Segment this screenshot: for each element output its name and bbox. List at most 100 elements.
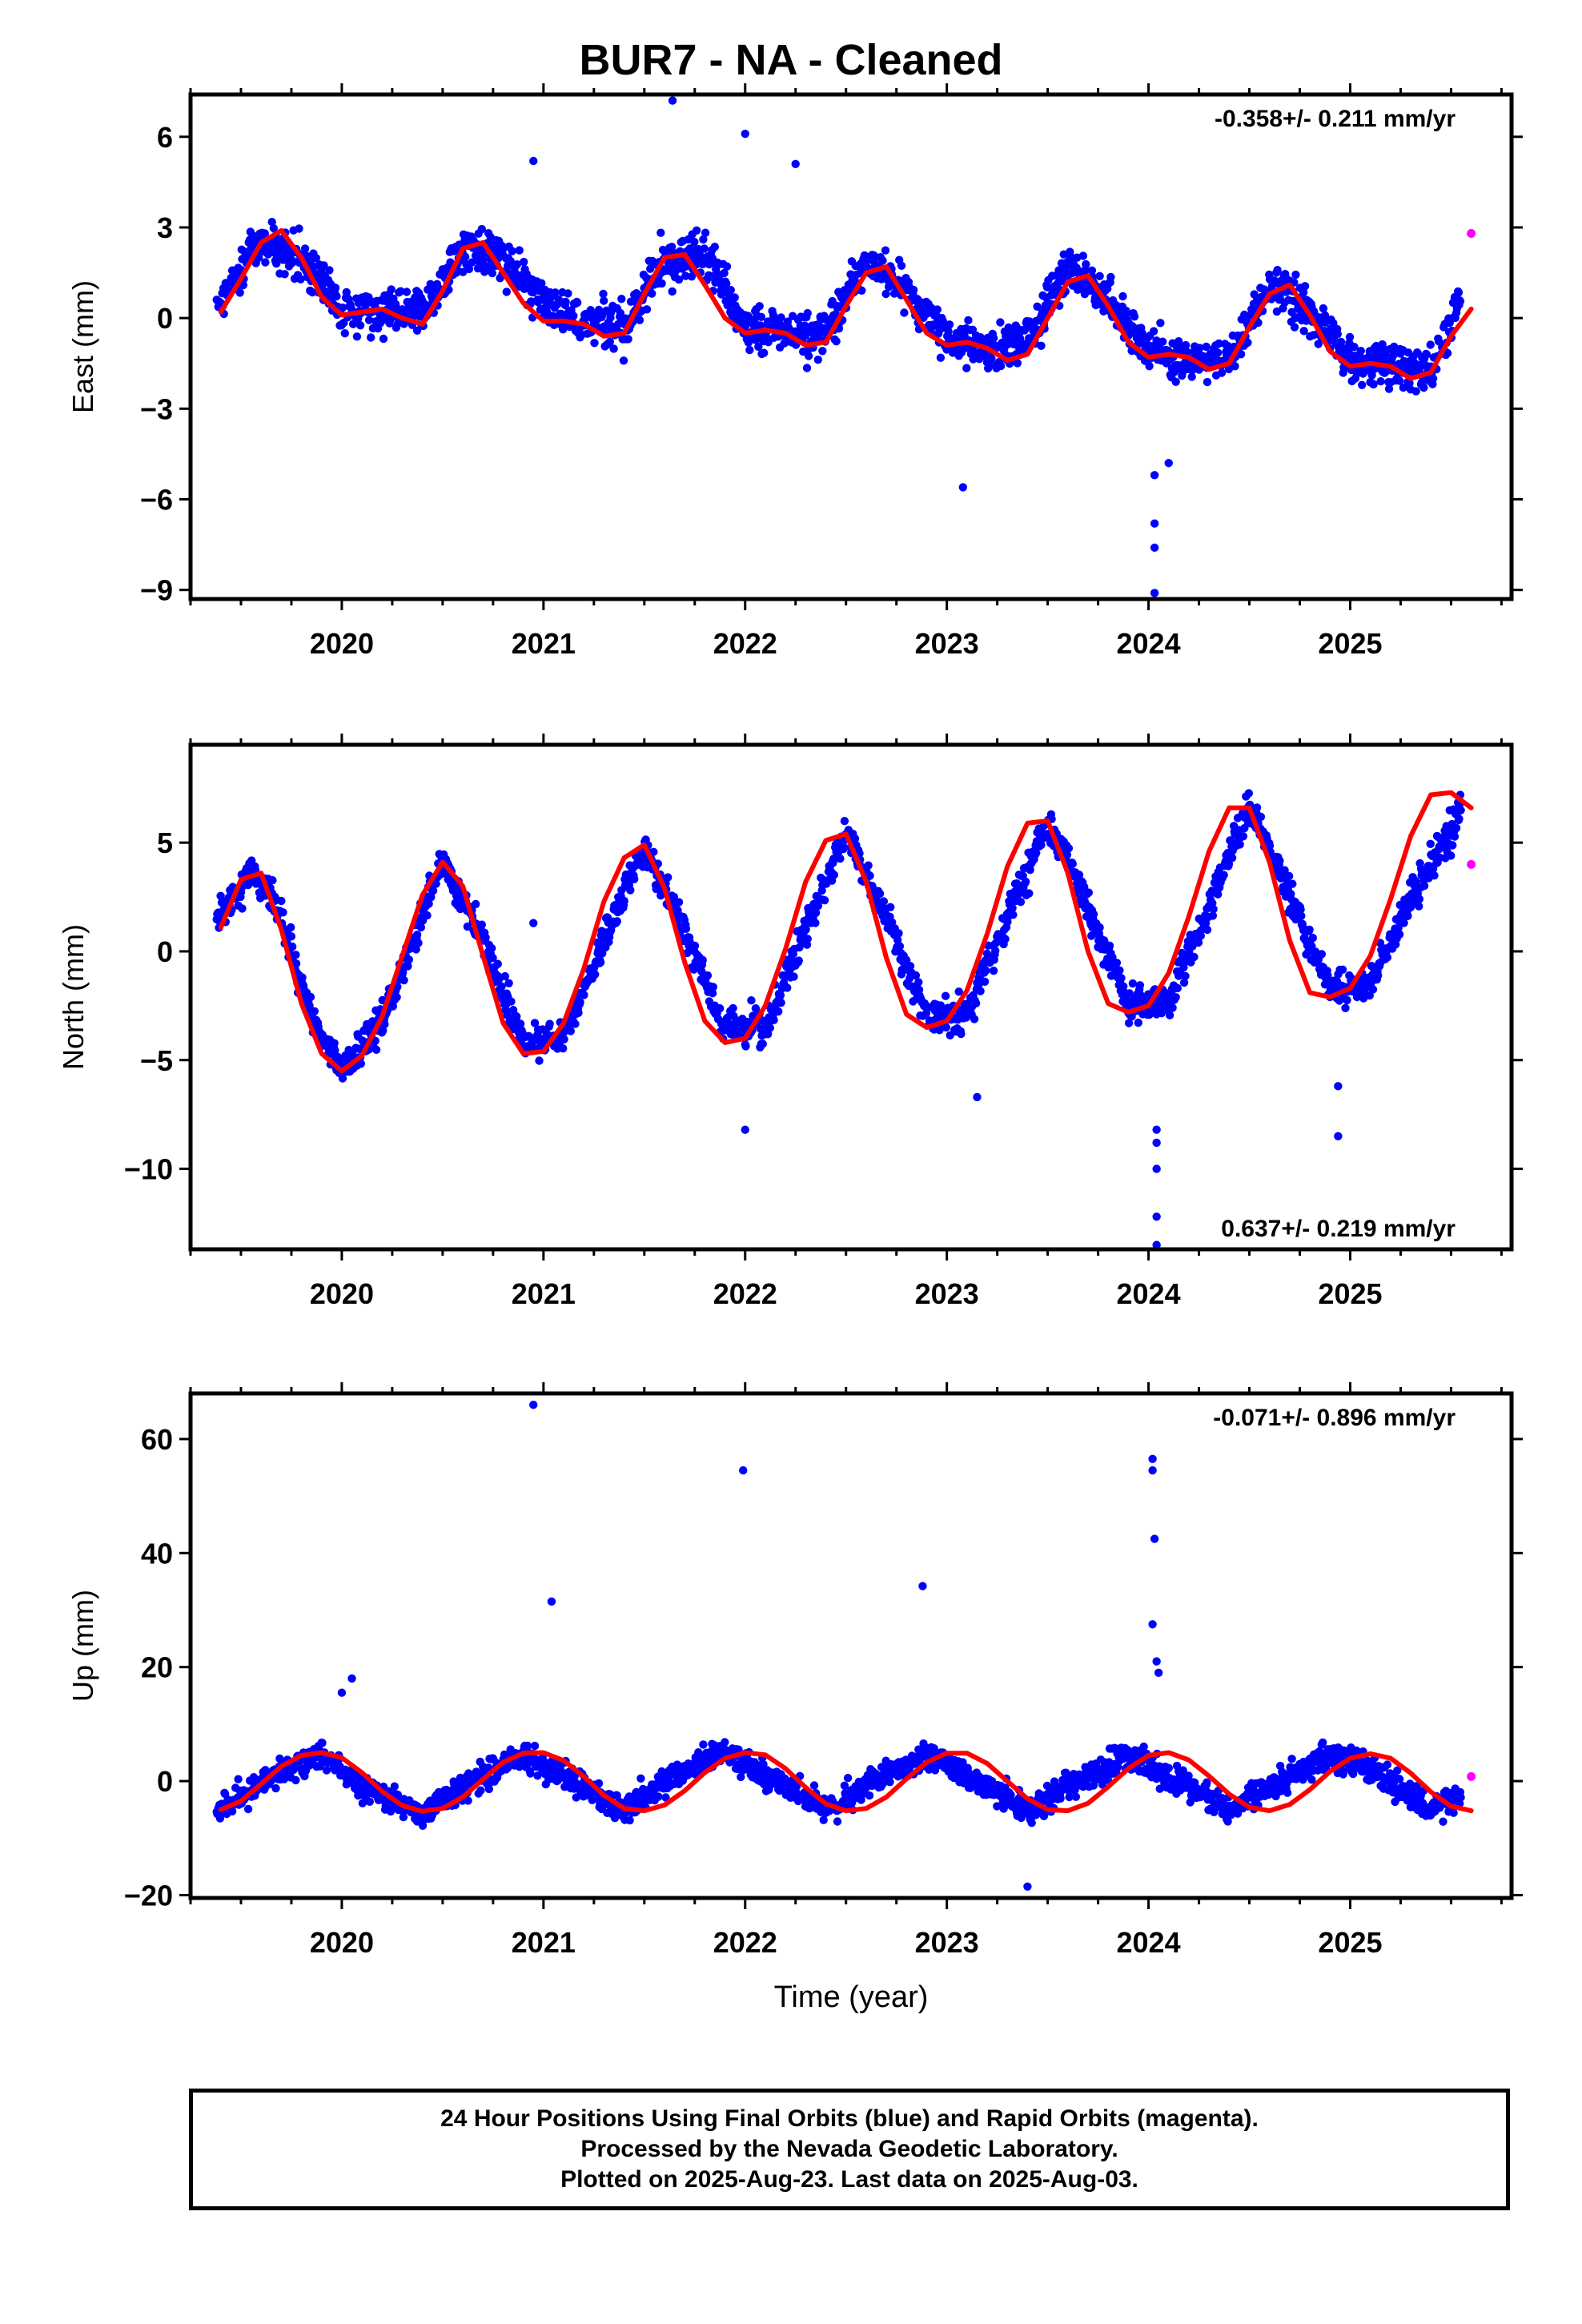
final-orbit-point: [636, 1774, 645, 1783]
final-orbit-point: [635, 316, 644, 324]
final-orbit-point: [1369, 380, 1378, 389]
final-orbit-point: [572, 1793, 580, 1802]
final-orbit-point: [729, 1003, 737, 1013]
final-orbit-point: [878, 256, 887, 265]
final-orbit-point: [944, 327, 953, 336]
final-orbit-point: [1231, 362, 1239, 371]
y-tick-label: −3: [140, 392, 173, 425]
y-tick-label: −10: [124, 1153, 173, 1186]
final-orbit-point: [1125, 989, 1134, 998]
final-orbit-point: [1217, 368, 1227, 377]
final-orbit-point: [661, 1793, 670, 1802]
final-orbit-point: [497, 982, 506, 991]
final-orbit-point: [1080, 290, 1090, 299]
final-orbit-point: [318, 1739, 327, 1747]
final-orbit-point: [561, 297, 570, 307]
final-orbit-point: [699, 235, 708, 244]
final-orbit-point: [507, 997, 516, 1006]
final-orbit-point: [576, 998, 584, 1007]
x-tick-label: 2022: [713, 1277, 777, 1310]
x-tick-label: 2023: [915, 627, 979, 660]
final-orbit-point: [803, 308, 812, 318]
final-orbit-point: [508, 247, 516, 255]
final-orbit-outlier-point: [1334, 1082, 1343, 1091]
final-orbit-point: [881, 246, 890, 255]
final-orbit-point: [1399, 919, 1408, 927]
final-orbit-point: [802, 364, 812, 372]
final-orbit-point: [1084, 888, 1094, 897]
final-orbit-point: [722, 262, 732, 271]
final-orbit-point: [605, 337, 614, 346]
final-orbit-point: [414, 939, 423, 947]
final-orbit-point: [1450, 832, 1460, 841]
final-orbit-point: [971, 999, 981, 1008]
final-orbit-point: [488, 954, 497, 963]
final-orbit-point: [1336, 337, 1346, 347]
final-orbit-point: [287, 923, 295, 932]
final-orbit-point: [311, 254, 321, 263]
final-orbit-point: [886, 903, 895, 912]
final-orbit-point: [322, 1766, 331, 1775]
final-orbit-point: [893, 935, 902, 944]
final-orbit-point: [352, 332, 362, 341]
y-tick-label: 5: [157, 826, 173, 859]
final-orbit-point: [392, 993, 401, 1002]
final-orbit-point: [1016, 334, 1025, 343]
panel-frame: [188, 742, 1514, 1252]
y-tick-label: −6: [140, 484, 173, 517]
final-orbit-point: [991, 947, 1000, 955]
final-orbit-point: [1376, 377, 1385, 386]
final-orbit-point: [1095, 271, 1104, 280]
final-orbit-point: [970, 1015, 979, 1023]
final-orbit-point: [267, 218, 276, 227]
final-orbit-point: [472, 899, 480, 909]
final-orbit-point: [1203, 925, 1212, 935]
final-orbit-point: [710, 243, 719, 251]
final-orbit-point: [1403, 911, 1412, 921]
final-orbit-point: [235, 288, 244, 297]
final-orbit-point: [619, 356, 628, 365]
final-orbit-point: [1138, 328, 1146, 338]
final-orbit-point: [295, 224, 303, 233]
final-orbit-point: [1128, 979, 1138, 988]
final-orbit-point: [755, 302, 764, 311]
final-orbit-point: [526, 1769, 535, 1778]
final-orbit-point: [794, 956, 803, 965]
final-orbit-point: [227, 1807, 237, 1815]
final-orbit-point: [681, 271, 690, 280]
final-orbit-point: [512, 1012, 521, 1021]
final-orbit-point: [481, 933, 490, 943]
final-orbit-point: [355, 321, 365, 330]
final-orbit-outlier-point: [1152, 1125, 1161, 1134]
final-orbit-point: [982, 966, 990, 975]
final-orbit-outlier-point: [1150, 543, 1159, 553]
final-orbit-point: [1122, 309, 1131, 318]
final-orbit-point: [1108, 953, 1117, 962]
final-orbit-point: [1456, 297, 1465, 306]
final-orbit-outlier-point: [1152, 1138, 1161, 1148]
final-orbit-point: [310, 1007, 319, 1016]
final-orbit-point: [1086, 286, 1095, 296]
final-orbit-point: [464, 1796, 472, 1805]
final-orbit-point: [504, 979, 513, 988]
final-orbit-outlier-point: [1152, 1212, 1161, 1221]
final-orbit-point: [535, 1056, 544, 1065]
final-orbit-outlier-point: [529, 156, 538, 166]
final-orbit-point: [942, 1023, 951, 1032]
final-orbit-point: [388, 1002, 397, 1011]
final-orbit-outlier-point: [1152, 1164, 1161, 1173]
final-orbit-point: [1202, 342, 1211, 352]
final-orbit-point: [551, 288, 560, 297]
final-orbit-point: [412, 945, 420, 954]
final-orbit-point: [646, 264, 655, 273]
final-orbit-point: [291, 951, 300, 959]
plot-area: [212, 789, 1474, 1249]
final-orbit-point: [307, 287, 317, 297]
final-orbit-point: [1195, 344, 1204, 352]
final-orbit-point: [987, 354, 996, 363]
final-orbit-point: [338, 304, 347, 312]
final-orbit-point: [722, 279, 731, 288]
final-orbit-point: [280, 270, 289, 279]
final-orbit-point: [756, 321, 765, 330]
model-fit-line: [218, 227, 1474, 381]
